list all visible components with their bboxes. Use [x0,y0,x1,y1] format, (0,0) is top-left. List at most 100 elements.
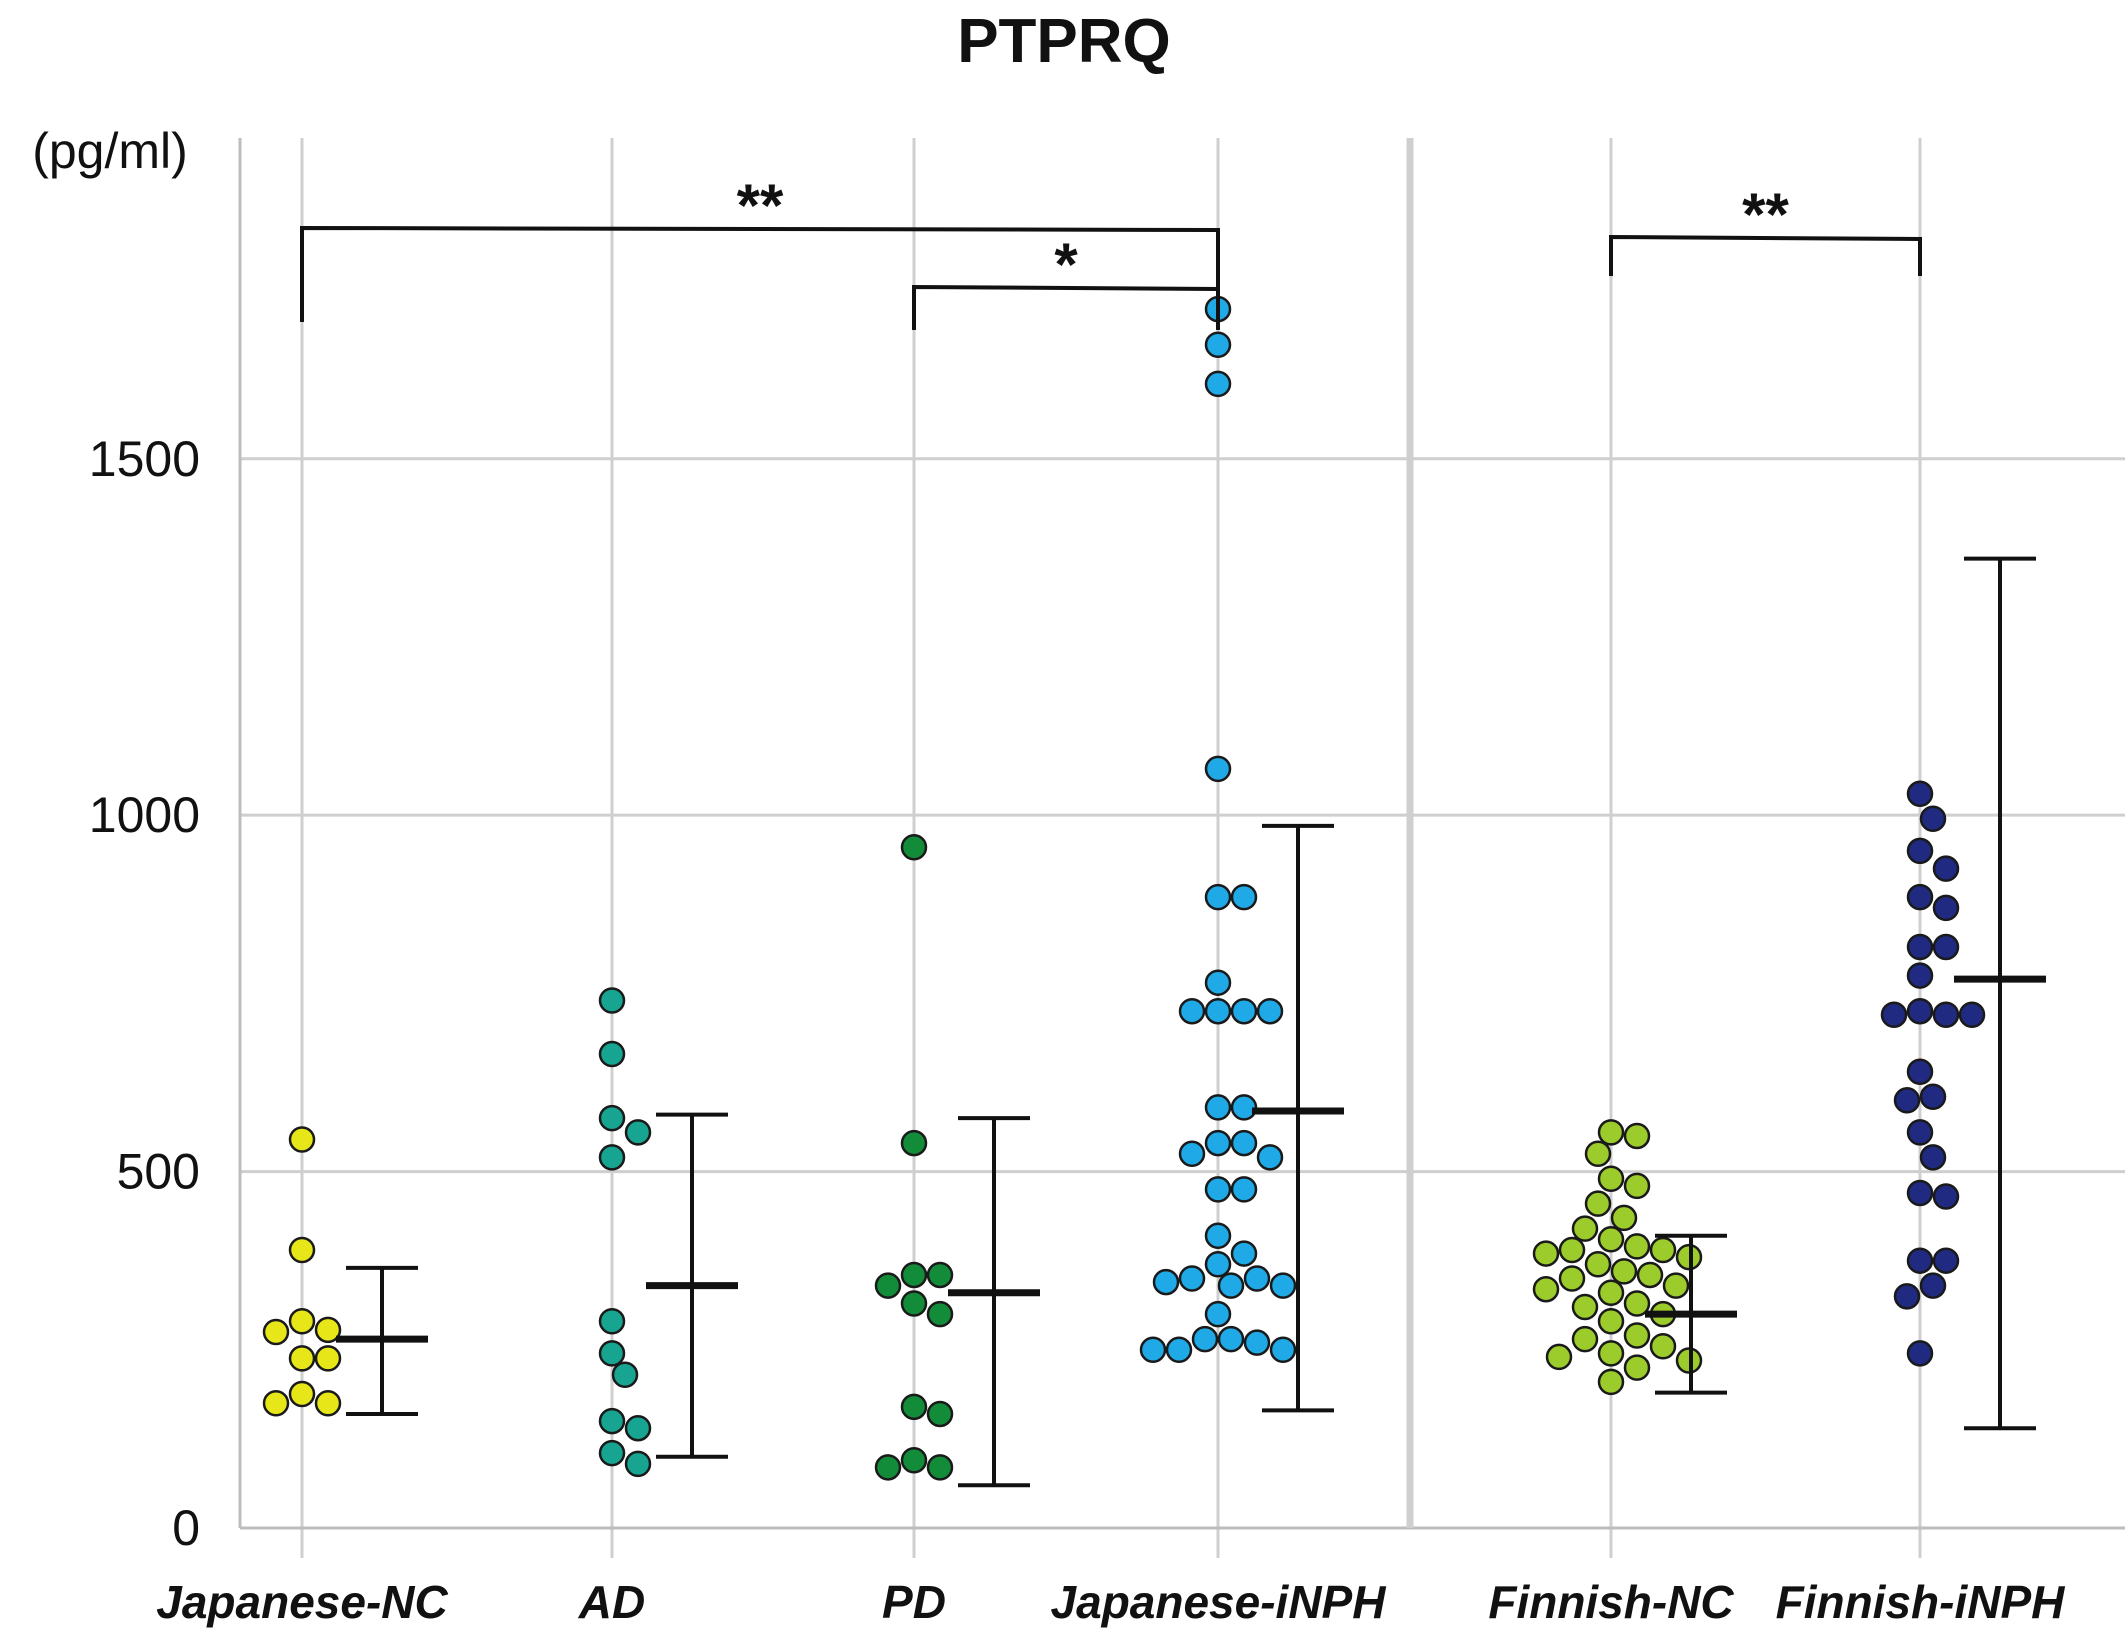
data-point [1597,1340,1625,1367]
data-point [314,1316,342,1344]
data-point [1558,1236,1586,1264]
data-point [926,1400,954,1428]
data-point [1269,1336,1297,1364]
data-point [598,1308,626,1335]
data-point [1571,1293,1599,1321]
x-tick-label: Finnish-NC [1488,1576,1734,1628]
data-point [1230,1129,1258,1157]
chart-title: PTPRQ [957,7,1171,76]
y-tick-label: 0 [172,1500,200,1556]
data-point [1906,997,1934,1025]
data-point [598,1407,626,1435]
data-point [1256,1144,1284,1171]
data-point [1217,1272,1245,1299]
data-point [1623,1290,1651,1317]
data-point [1906,1058,1934,1086]
data-point [598,1040,626,1068]
data-point [1932,1001,1960,1029]
significance-label: ** [737,172,784,239]
data-point [1178,1265,1206,1292]
data-point [1597,1165,1625,1192]
data-point [1919,805,1947,832]
data-points [262,295,1986,1481]
data-point [900,1290,928,1317]
data-point [314,1345,342,1372]
significance-bracket [912,284,1220,330]
data-point [1597,1226,1625,1253]
data-point [1571,1215,1599,1242]
data-point [1204,1222,1232,1249]
data-point [1204,1300,1232,1328]
data-point [1204,370,1232,398]
data-point [1204,1251,1232,1278]
data-point [1906,780,1934,808]
data-point [1649,1236,1677,1264]
data-point [1230,1094,1258,1121]
data-point [1597,1308,1625,1335]
significance-label: ** [1742,181,1789,248]
data-point [262,1318,290,1346]
data-point [1906,1119,1934,1146]
data-point [1649,1332,1677,1360]
data-point [1191,1325,1219,1353]
data-point [874,1272,902,1299]
data-point [1178,997,1206,1025]
data-point [1880,1001,1908,1029]
significance-bracket [300,225,1220,322]
data-point [926,1261,954,1289]
data-point [900,834,928,861]
data-point [1906,1340,1934,1367]
data-point [1597,1368,1625,1396]
data-point [288,1345,316,1372]
data-point [1906,883,1934,911]
data-point [1204,969,1232,996]
data-point [1906,962,1934,989]
significance-brackets: ***** [300,172,1922,330]
significance-label: * [1054,231,1078,298]
x-tick-label: PD [882,1576,946,1628]
data-point [288,1236,316,1264]
data-point [1584,1251,1612,1278]
data-point [900,1393,928,1421]
y-axis-ticks: 0 500 1000 1500 [89,431,200,1556]
data-point [1906,1247,1934,1274]
data-point [1932,1183,1960,1210]
data-point [1623,1122,1651,1150]
y-tick-label: 1000 [89,787,200,843]
data-point [1919,1083,1947,1110]
data-point [1584,1140,1612,1168]
data-point [288,1126,316,1153]
data-point [1597,1119,1625,1146]
x-axis-ticks: Japanese-NC AD PD Japanese-iNPH Finnish-NC Fi… [156,1576,2065,1628]
data-point [874,1454,902,1481]
data-point [314,1390,342,1417]
mean-error-bars [336,556,2046,1488]
data-point [624,1119,652,1146]
data-point [1919,1144,1947,1171]
data-point [624,1414,652,1442]
data-point [1230,997,1258,1025]
y-axis-label: (pg/ml) [32,123,188,179]
data-point [1545,1343,1573,1371]
data-point [1906,837,1934,865]
data-point [1243,1329,1271,1356]
data-point [1597,1279,1625,1307]
data-point [926,1454,954,1481]
data-point [1178,1140,1206,1168]
data-point [1558,1265,1586,1292]
data-point [1204,755,1232,783]
data-point [1204,1176,1232,1203]
data-point [598,1104,626,1132]
data-point [624,1450,652,1478]
x-tick-label: Japanese-NC [156,1576,448,1628]
data-point [1584,1190,1612,1217]
data-point [1623,1172,1651,1200]
data-point [1636,1261,1664,1289]
data-point [1139,1336,1167,1364]
plot-frame [238,138,2125,1530]
data-point [900,1129,928,1157]
data-point [262,1390,290,1417]
data-point [598,1340,626,1367]
data-point [1532,1275,1560,1303]
data-point [1152,1268,1180,1296]
